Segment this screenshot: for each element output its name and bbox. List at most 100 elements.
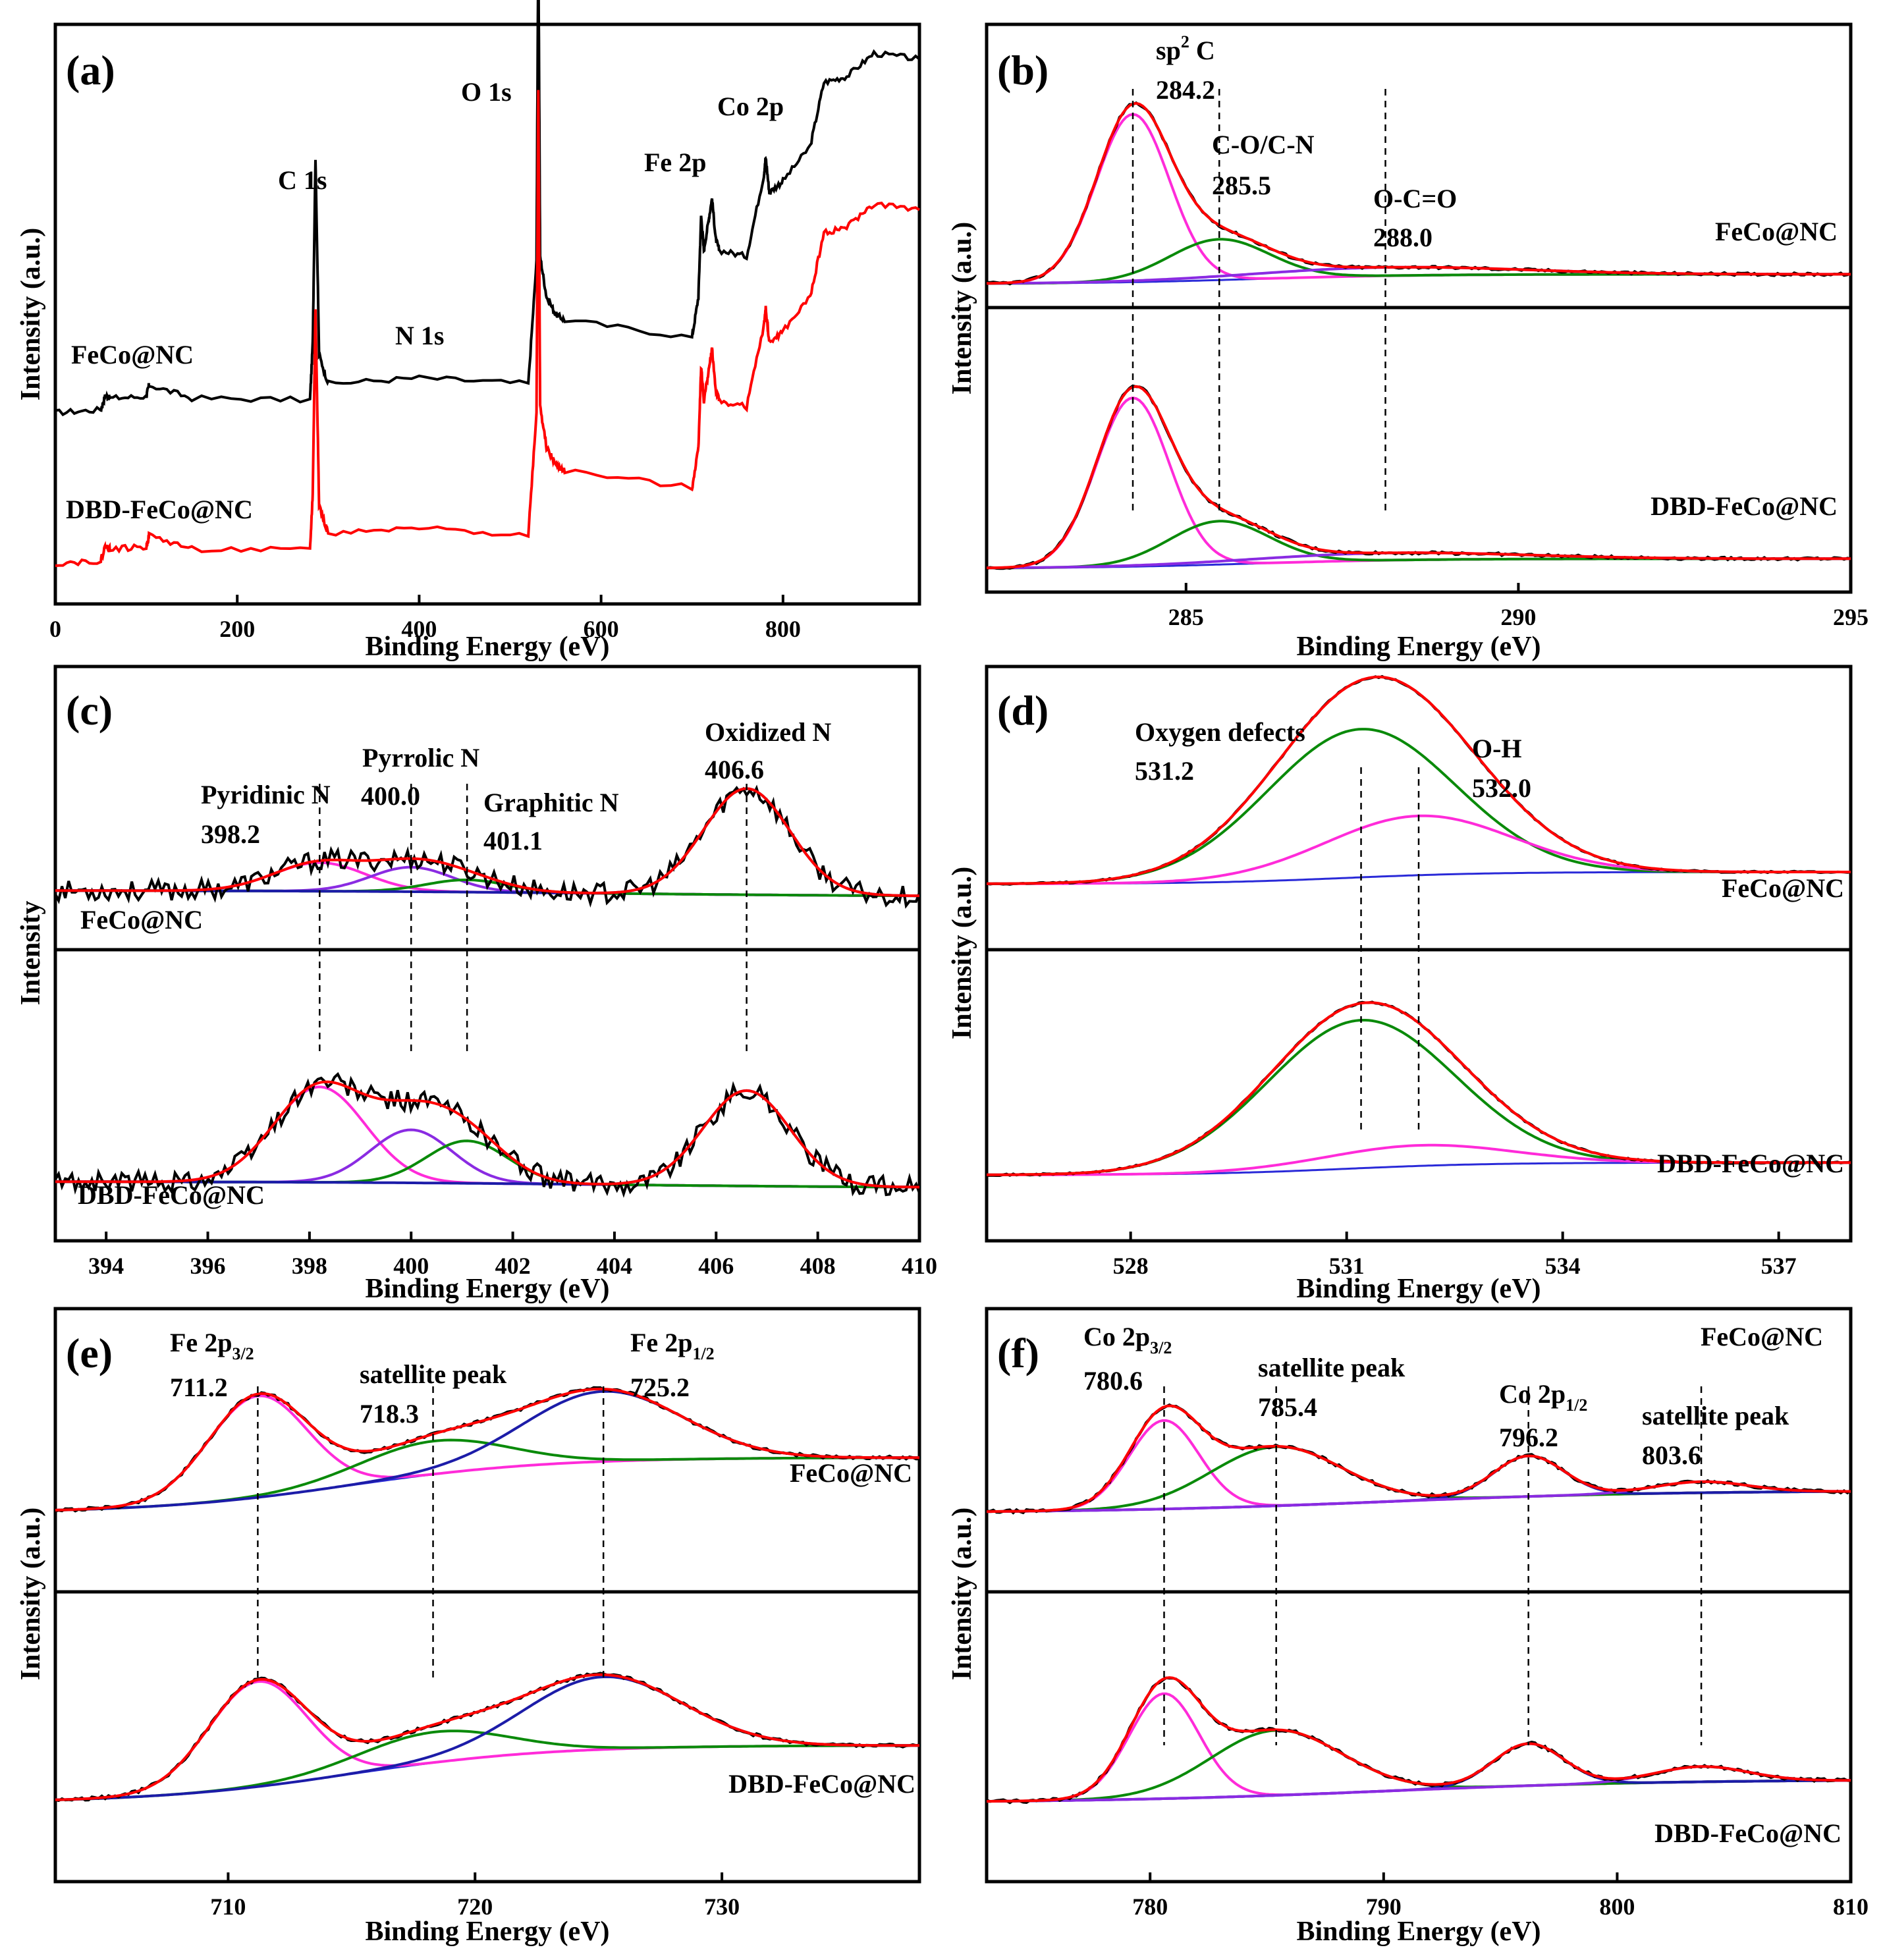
x-tick-label: 400: [393, 1253, 429, 1279]
panel-c-plot-area: [54, 784, 921, 1198]
annotation-fe2p32: Fe 2p3/2: [170, 1328, 254, 1363]
envelope-fit-line: [55, 1080, 920, 1189]
panel-e-sample-bottom: DBD-FeCo@NC: [728, 1769, 915, 1799]
panel-d-label: (d): [997, 687, 1049, 734]
x-tick-label: 780: [1132, 1893, 1168, 1920]
annotation-co-satellite-1: satellite peak: [1258, 1353, 1405, 1382]
x-tick-label: 531: [1329, 1253, 1365, 1279]
fit-component-co-2p3-2: [986, 1692, 1851, 1803]
panel-f-sample-top: FeCo@NC: [1701, 1322, 1823, 1351]
annotation-fe2p32-value: 711.2: [170, 1373, 228, 1402]
envelope-fit-line: [986, 101, 1851, 285]
panel-e-x-axis-label: Binding Energy (eV): [365, 1917, 609, 1947]
x-tick-label: 710: [210, 1893, 246, 1920]
panel-f-plot-area: [986, 1386, 1852, 1805]
x-tick-label: 537: [1761, 1253, 1797, 1279]
x-tick-label: 800: [1599, 1893, 1635, 1920]
annotation-fe2p12-value: 725.2: [630, 1373, 690, 1402]
annotation-co-cn: C-O/C-N: [1212, 130, 1315, 159]
panel-f-co2p: 780 790 800 810 (f) Co 2p3/2 780.6 satellit…: [947, 1307, 1869, 1947]
annotation-sp2c: sp2 C: [1156, 32, 1215, 65]
envelope-fit-line: [55, 787, 919, 898]
panel-d-o1s: 528 531 534 537 (d) Oxygen defects 531.2 O-…: [947, 665, 1853, 1304]
panel-c-label: (c): [66, 687, 113, 734]
annotation-oxidized-n: Oxidized N: [705, 717, 831, 747]
panel-b-label: (b): [997, 47, 1049, 94]
envelope-fit-line: [986, 385, 1851, 570]
envelope-fit-line: [987, 1001, 1851, 1176]
annotation-sp2c-value: 284.2: [1156, 75, 1215, 105]
panel-e-fe2p: 710 720 730 (e) Fe 2p3/2 711.2 satellite p…: [16, 1307, 921, 1947]
raw-data-line: [54, 1072, 921, 1198]
panel-c-x-ticks: 394 396 398 400 402 404 406 408 410: [88, 1232, 937, 1279]
survey-line-feco-nc: [55, 0, 921, 417]
sample-label-feco-nc: FeCo@NC: [71, 340, 194, 369]
annotation-fe2p12: Fe 2p1/2: [630, 1328, 715, 1363]
x-tick-label: 790: [1366, 1893, 1402, 1920]
peak-label-c1s: C 1s: [278, 165, 327, 195]
annotation-oxygen-defects: Oxygen defects: [1135, 717, 1305, 747]
annotation-pyrrolic-value: 400.0: [361, 781, 420, 811]
panel-e-plot-area: [55, 1386, 920, 1803]
panel-f-label: (f): [997, 1330, 1039, 1376]
x-tick-label: 800: [765, 616, 801, 642]
panel-e-sample-top: FeCo@NC: [790, 1458, 912, 1488]
annotation-co2p32-value: 780.6: [1083, 1366, 1143, 1396]
panel-d-frame: [985, 665, 1853, 1243]
panel-f-x-axis-label: Binding Energy (eV): [1296, 1917, 1541, 1947]
annotation-co2p12-value: 796.2: [1499, 1423, 1558, 1452]
x-tick-label: 810: [1833, 1893, 1869, 1920]
annotation-pyrrolic-n: Pyrrolic N: [362, 743, 479, 773]
x-tick-label: 398: [292, 1253, 327, 1279]
annotation-oco-value: 288.0: [1373, 223, 1433, 252]
panel-a-label: (a): [66, 47, 115, 94]
envelope-fit-line: [55, 1387, 919, 1511]
x-tick-label: 290: [1500, 604, 1536, 630]
x-tick-label: 285: [1168, 604, 1204, 630]
panel-d-x-axis-label: Binding Energy (eV): [1296, 1274, 1541, 1304]
raw-data-line: [55, 1386, 920, 1513]
envelope-fit-line: [986, 1676, 1851, 1803]
panel-b-x-axis-label: Binding Energy (eV): [1296, 632, 1541, 662]
panel-a-frame: [53, 22, 921, 606]
peak-label-o1s: O 1s: [461, 77, 512, 107]
panel-d-y-axis-label: Intensity (a.u.): [947, 867, 977, 1040]
panel-e-x-ticks: 710 720 730: [210, 1872, 740, 1920]
annotation-co-satellite-1-value: 785.4: [1258, 1392, 1317, 1422]
panel-d-sample-bottom: DBD-FeCo@NC: [1657, 1149, 1844, 1178]
panel-a-survey: 0 200 400 600 800 (a) C 1s N 1s O 1s Fe 2p C…: [16, 0, 921, 662]
panel-d-sample-top: FeCo@NC: [1722, 873, 1844, 903]
x-tick-label: 730: [704, 1893, 740, 1920]
panel-a-x-axis-label: Binding Energy (eV): [365, 632, 609, 662]
panel-f-x-ticks: 780 790 800 810: [1132, 1872, 1869, 1920]
panel-e-y-axis-label: Intensity (a.u.): [16, 1508, 46, 1681]
x-tick-label: 410: [902, 1253, 937, 1279]
panel-a-x-ticks: 0 200 400 600 800: [49, 595, 801, 642]
panel-c-y-axis-label: Intensity: [16, 901, 46, 1006]
panel-b-sample-bottom: DBD-FeCo@NC: [1651, 491, 1838, 521]
annotation-pyridinic-n: Pyridinic N: [201, 780, 331, 809]
x-tick-label: 720: [457, 1893, 493, 1920]
fit-component-c-o-c-n: [987, 520, 1851, 570]
annotation-co2p12: Co 2p1/2: [1499, 1379, 1587, 1415]
x-tick-label: 200: [219, 616, 255, 642]
fit-component-c-c-sp2-c-: [987, 396, 1851, 570]
x-tick-label: 404: [597, 1253, 632, 1279]
x-tick-label: 394: [88, 1253, 124, 1279]
annotation-co2p32: Co 2p3/2: [1083, 1322, 1172, 1357]
x-tick-label: 408: [800, 1253, 836, 1279]
panel-b-x-ticks: 285 290 295: [1168, 583, 1869, 630]
survey-line-dbd-feco-nc: [55, 90, 921, 567]
panel-c-n1s: 394 396 398 400 402 404 406 408 410 (c) Pyridini…: [16, 665, 937, 1304]
panel-d-x-ticks: 528 531 534 537: [1113, 1232, 1797, 1279]
panel-a-y-axis-label: Intensity (a.u.): [16, 228, 46, 401]
x-tick-label: 295: [1833, 604, 1869, 630]
x-tick-label: 600: [584, 616, 619, 642]
fit-component-fe-2p1-2: [55, 1390, 919, 1511]
panel-f-frame: [985, 1307, 1853, 1884]
envelope-fit-line: [55, 1673, 919, 1801]
annotation-graphitic-n: Graphitic N: [483, 788, 619, 817]
annotation-oxidized-value: 406.6: [705, 755, 764, 784]
x-tick-label: 406: [698, 1253, 734, 1279]
